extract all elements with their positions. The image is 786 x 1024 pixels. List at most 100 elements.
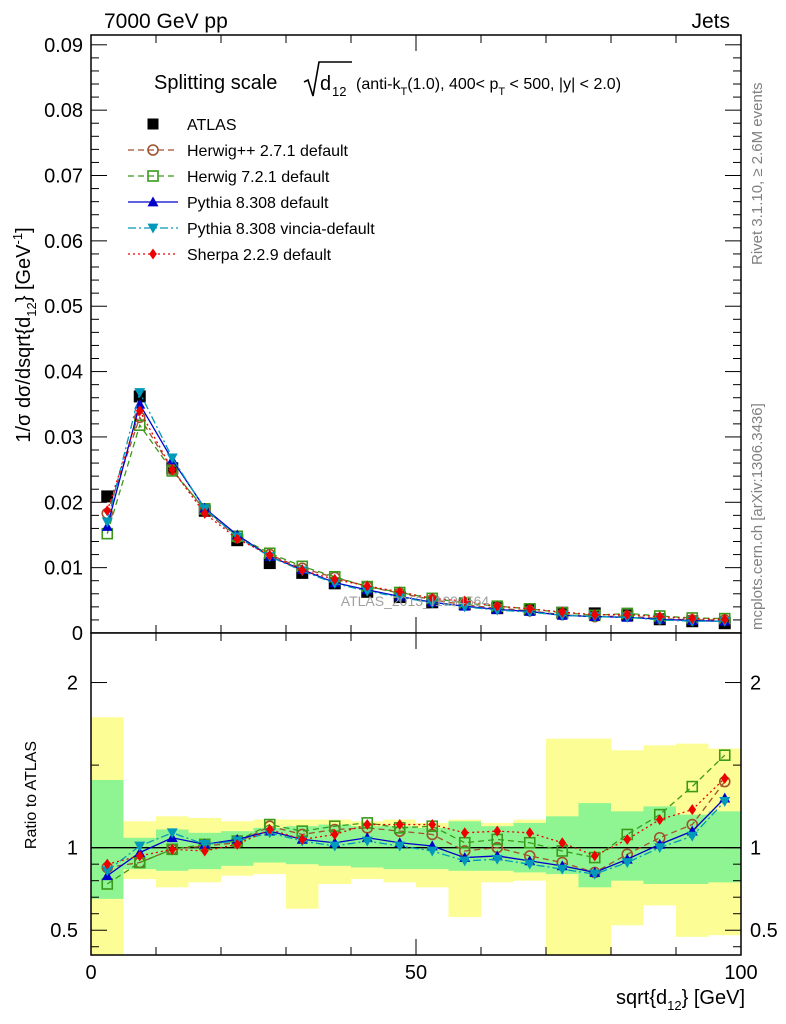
- title-main: Splitting scale: [154, 72, 277, 94]
- ratio-point-vincia: [426, 846, 438, 857]
- x-tick-label: 0: [85, 962, 96, 984]
- data-point-vincia: [101, 517, 113, 528]
- legend-marker-herwigpp: [147, 144, 159, 156]
- ratio-point-sherpa: [655, 814, 664, 826]
- data-point-atlas: [101, 490, 114, 503]
- data-point-sherpa: [168, 464, 177, 476]
- y-tick-label: 0: [72, 623, 83, 645]
- y-tick-label: 0.07: [44, 166, 83, 188]
- data-point-sherpa: [460, 595, 469, 607]
- data-point-vincia: [361, 586, 373, 597]
- data-point-pythia: [134, 398, 146, 409]
- data-point-sherpa: [135, 405, 144, 417]
- y-tick-label: 0.02: [44, 492, 83, 514]
- ratio-point-sherpa: [590, 850, 599, 862]
- legend-item-sherpa: Sherpa 2.2.9 default: [128, 247, 332, 264]
- uncertainty-band-inner: [611, 811, 644, 881]
- y-tick-label: 0.01: [44, 558, 83, 580]
- ratio-point-sherpa: [363, 819, 372, 831]
- ratio-point-herwig7: [718, 749, 731, 761]
- ratio-point-sherpa: [103, 858, 112, 870]
- ratio-point-sherpa: [135, 850, 144, 862]
- y-tick-label: 0.04: [44, 362, 83, 384]
- y-tick-label: 0.03: [44, 427, 83, 449]
- process-label: Jets: [691, 10, 730, 33]
- data-point-vincia: [459, 602, 471, 613]
- legend-label-sherpa: Sherpa 2.2.9 default: [187, 247, 332, 264]
- ratio-point-vincia: [719, 797, 731, 807]
- main-plot-panel: 0 0.01 0.02 0.03 0.04 0.05 0.06 0.07 0.08 0.09: [44, 34, 742, 645]
- ratio-point-sherpa: [200, 845, 209, 857]
- ratio-point-vincia: [621, 858, 633, 869]
- data-point-sherpa: [395, 586, 404, 598]
- ratio-point-vincia: [459, 856, 471, 867]
- rivet-version-label: Rivet 3.1.10, ≥ 2.6M events: [749, 83, 766, 266]
- data-point-sherpa: [525, 603, 534, 615]
- ratio-point-sherpa: [688, 804, 697, 816]
- title-radicand: d: [320, 73, 331, 95]
- legend-label-pythia: Pythia 8.308 default: [187, 195, 329, 212]
- ratio-point-vincia: [361, 836, 373, 847]
- legend-item-herwigpp: Herwig++ 2.7.1 default: [128, 143, 349, 160]
- ratio-y-tick-label-right: 2: [750, 673, 761, 695]
- ratio-y-tick-label: 2: [67, 673, 78, 695]
- ratio-point-vincia: [654, 843, 666, 854]
- energy-label: 7000 GeV pp: [104, 10, 228, 33]
- ratio-point-vincia: [101, 866, 113, 877]
- legend-marker-pythia: [147, 196, 159, 207]
- ratio-point-sherpa: [168, 843, 177, 855]
- legend-marker-sherpa: [149, 248, 157, 260]
- legend: ATLAS Herwig++ 2.7.1 default Herwig 7.2.1 …: [128, 117, 375, 264]
- data-point-sherpa: [103, 505, 112, 517]
- legend-label-vincia: Pythia 8.308 vincia-default: [187, 221, 375, 238]
- ratio-point-sherpa: [330, 828, 339, 840]
- data-point-sherpa: [558, 606, 567, 618]
- data-point-vincia: [394, 592, 406, 603]
- ratio-point-vincia: [686, 831, 698, 842]
- y-axis-label-ratio: Ratio to ATLAS: [23, 741, 40, 849]
- ratio-line-vincia: [106, 800, 726, 875]
- ratio-point-vincia: [329, 841, 341, 852]
- ratio-point-sherpa: [623, 833, 632, 845]
- ratio-point-vincia: [166, 828, 178, 839]
- y-tick-label: 0.06: [44, 231, 83, 253]
- mcplots-label: mcplots.cern.ch [arXiv:1306.3436]: [749, 403, 766, 630]
- ratio-point-sherpa: [265, 824, 274, 836]
- ratio-line-herwigpp: [107, 781, 726, 874]
- ratio-y-tick-label: 0.5: [50, 920, 78, 942]
- ratio-point-sherpa: [395, 819, 404, 831]
- y-tick-label: 0.09: [44, 35, 83, 57]
- main-plot-frame: [90, 34, 742, 634]
- ratio-point-sherpa: [720, 772, 729, 784]
- x-tick-label: 100: [724, 962, 757, 984]
- data-point-vincia: [166, 453, 178, 464]
- ratio-point-sherpa: [298, 833, 307, 845]
- data-point-sherpa: [720, 613, 729, 625]
- data-point-sherpa: [655, 611, 664, 623]
- data-point-sherpa: [363, 580, 372, 592]
- ratio-y-tick-label-right: 1: [750, 838, 761, 860]
- legend-item-herwig7: Herwig 7.2.1 default: [128, 169, 330, 186]
- ratio-plot-panel: 0.5 0.5 1 1 2 2 0 50 100: [50, 632, 778, 984]
- title-cuts: (anti-kT(1.0), 400< pT < 500, |y| < 2.0): [356, 76, 621, 98]
- ratio-point-herwig7: [686, 780, 699, 793]
- legend-item-atlas: ATLAS: [147, 117, 237, 134]
- ratio-point-vincia: [491, 854, 503, 865]
- legend-label-herwigpp: Herwig++ 2.7.1 default: [187, 143, 349, 160]
- data-point-sherpa: [428, 592, 437, 604]
- data-point-sherpa: [200, 507, 209, 519]
- y-axis-label-main: 1/σ dσ/dsqrt{d12} [GeV-1]: [10, 227, 39, 442]
- ratio-point-vincia: [556, 864, 568, 875]
- data-point-sherpa: [330, 573, 339, 585]
- y-tick-label: 0.05: [44, 296, 83, 318]
- series-sherpa: [103, 405, 729, 625]
- ratio-point-sherpa: [233, 838, 242, 850]
- ratio-point-vincia: [524, 859, 536, 870]
- legend-marker-vincia: [147, 223, 159, 234]
- ratio-point-vincia: [589, 869, 601, 880]
- legend-item-vincia: Pythia 8.308 vincia-default: [128, 221, 375, 238]
- ratio-point-vincia: [134, 841, 146, 852]
- series-line-sherpa: [106, 409, 725, 620]
- data-point-sherpa: [493, 600, 502, 612]
